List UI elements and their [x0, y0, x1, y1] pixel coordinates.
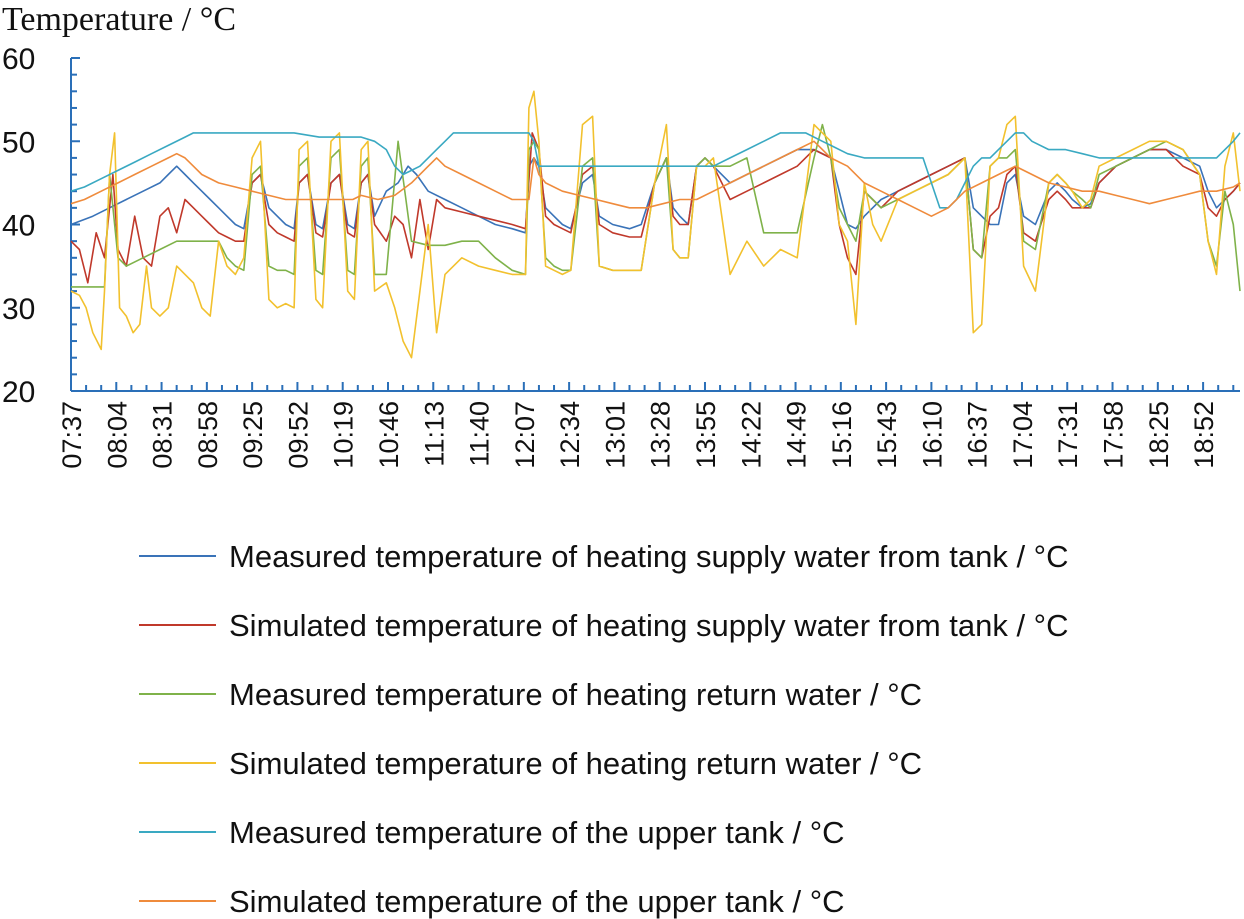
series-line-6	[70, 140, 1241, 217]
x-tick-label: 07:37	[57, 401, 87, 469]
x-tick-label: 14:49	[782, 401, 812, 469]
x-tick-label: 10:19	[329, 401, 359, 469]
x-tick-label: 17:58	[1099, 401, 1129, 469]
legend-label: Measured temperature of heating supply w…	[229, 539, 1068, 574]
series-line-5	[70, 132, 1241, 209]
x-tick-label: 11:40	[465, 401, 495, 467]
x-tick-label: 08:58	[193, 401, 223, 469]
x-tick-label: 11:13	[419, 401, 449, 467]
x-tick-label: 18:52	[1189, 401, 1219, 469]
x-tick-label: 16:10	[917, 401, 947, 469]
legend-label: Simulated temperature of heating return …	[229, 746, 922, 781]
x-tick-label: 17:31	[1053, 401, 1083, 469]
legend-label: Simulated temperature of the upper tank …	[229, 884, 845, 919]
x-tick-label: 17:04	[1008, 401, 1038, 469]
x-tick-label: 15:43	[872, 401, 902, 469]
y-axis-title: Temperature / °C	[2, 1, 236, 38]
x-tick-label: 09:52	[283, 401, 313, 469]
y-tick-label: 20	[2, 376, 35, 409]
y-tick-labels: 20 30 40 50 60	[2, 43, 35, 409]
y-tick-label: 60	[2, 43, 35, 76]
x-tick-label: 10:46	[374, 401, 404, 469]
y-tick-label: 30	[2, 293, 35, 326]
x-tick-label: 12:34	[555, 401, 585, 469]
x-tick-label: 13:01	[600, 401, 630, 469]
series-line-4	[70, 90, 1241, 359]
x-tick-label: 09:25	[238, 401, 268, 469]
x-tick-label: 08:04	[102, 401, 132, 469]
y-tick-label: 40	[2, 210, 35, 243]
x-tick-label: 13:28	[646, 401, 676, 469]
y-tick-label: 50	[2, 126, 35, 159]
x-tick-label: 08:31	[148, 401, 178, 469]
x-tick-label: 16:37	[963, 401, 993, 469]
legend-label: Measured temperature of heating return w…	[229, 677, 922, 712]
x-tick-label: 12:07	[510, 401, 540, 469]
x-tick-label: 18:25	[1144, 401, 1174, 469]
series-line-2	[70, 132, 1241, 284]
series-line-1	[70, 148, 1241, 234]
x-axis	[70, 382, 1240, 392]
x-tick-label: 14:22	[736, 401, 766, 469]
plot-area	[70, 90, 1241, 359]
legend: Measured temperature of heating supply w…	[139, 539, 1068, 919]
legend-label: Simulated temperature of heating supply …	[229, 608, 1068, 643]
legend-label: Measured temperature of the upper tank /…	[229, 815, 845, 850]
x-tick-label: 15:16	[827, 401, 857, 469]
x-tick-labels: 07:37 08:04 08:31 08:58 09:25 09:52 10:19 10:46…	[57, 401, 1219, 469]
x-tick-label: 13:55	[691, 401, 721, 469]
